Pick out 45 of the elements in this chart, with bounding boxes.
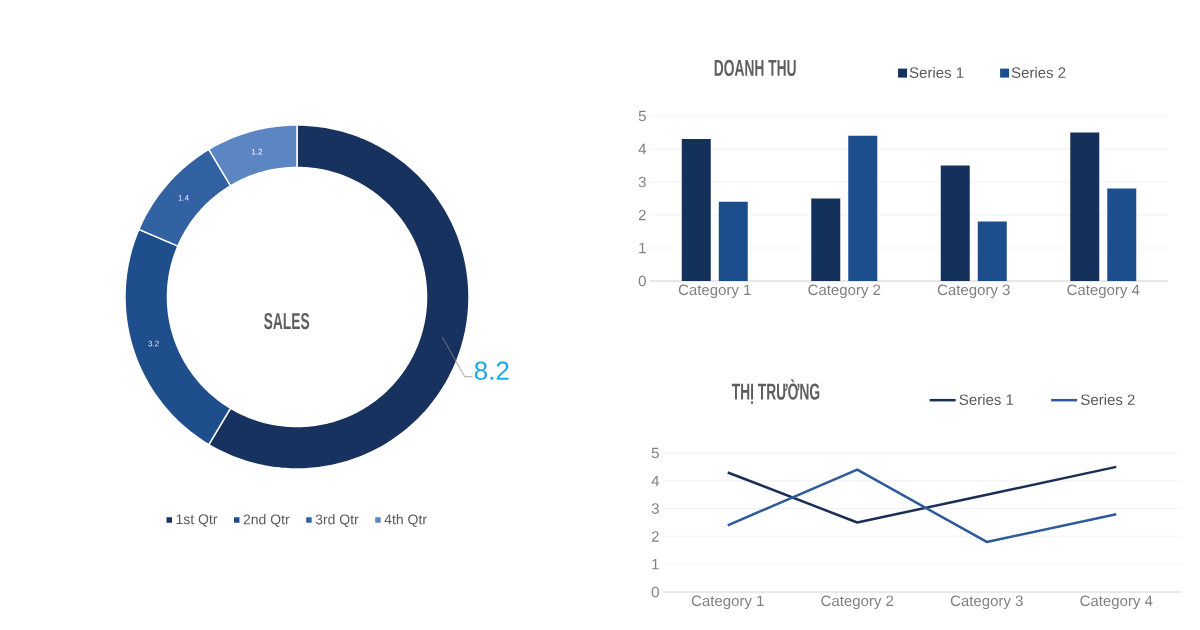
y-tick-label: 2 bbox=[638, 209, 646, 221]
chart-title: THỊ TRƯỜNG bbox=[731, 379, 820, 404]
x-tick-label: Category 2 bbox=[821, 595, 894, 610]
x-tick-label: Category 3 bbox=[937, 284, 1010, 299]
y-tick-label: 5 bbox=[638, 110, 646, 122]
chart-title: DOANH THU bbox=[714, 59, 796, 77]
legend-label: Series 2 bbox=[1011, 66, 1066, 78]
line-series bbox=[726, 468, 1118, 544]
data-label: 1.2 bbox=[251, 148, 263, 155]
y-tick-label: 3 bbox=[651, 503, 659, 514]
line-series bbox=[726, 465, 1118, 524]
legend-label: Series 1 bbox=[959, 393, 1014, 406]
legend-label: 3rd Qtr bbox=[315, 514, 359, 527]
y-tick-label: 2 bbox=[651, 531, 659, 542]
bar bbox=[940, 165, 970, 281]
x-tick-label: Category 1 bbox=[691, 595, 764, 610]
x-tick-label: Category 4 bbox=[1067, 284, 1140, 299]
bar bbox=[1070, 132, 1100, 281]
data-label: 3.2 bbox=[148, 340, 159, 347]
y-tick-label: 1 bbox=[652, 559, 659, 570]
legend-label: Series 1 bbox=[909, 66, 964, 78]
data-label: 1.4 bbox=[178, 195, 189, 201]
y-tick-label: 0 bbox=[638, 275, 646, 287]
y-tick-label: 5 bbox=[651, 447, 659, 459]
text: SALES bbox=[264, 312, 310, 330]
legend-label: Series 2 bbox=[1081, 393, 1135, 406]
bar bbox=[811, 198, 841, 281]
y-tick-label: 1 bbox=[639, 242, 646, 254]
legend-label: 1st Qtr bbox=[176, 514, 218, 527]
y-tick-label: 4 bbox=[638, 143, 647, 155]
x-tick-label: Category 2 bbox=[808, 284, 881, 299]
bar bbox=[977, 221, 1007, 281]
x-tick-label: Category 3 bbox=[950, 595, 1023, 610]
bar bbox=[1107, 188, 1137, 281]
legend-label: 4th Qtr bbox=[384, 514, 427, 527]
data-label: 8.2 bbox=[474, 361, 509, 380]
bar bbox=[718, 201, 748, 281]
bar bbox=[848, 135, 878, 281]
x-tick-label: Category 4 bbox=[1080, 595, 1153, 610]
y-tick-label: 4 bbox=[651, 475, 660, 486]
y-tick-label: 3 bbox=[638, 176, 646, 188]
legend-label: 2nd Qtr bbox=[243, 514, 290, 527]
bar bbox=[681, 139, 711, 281]
x-tick-label: Category 1 bbox=[678, 284, 751, 299]
y-tick-label: 0 bbox=[651, 586, 659, 598]
